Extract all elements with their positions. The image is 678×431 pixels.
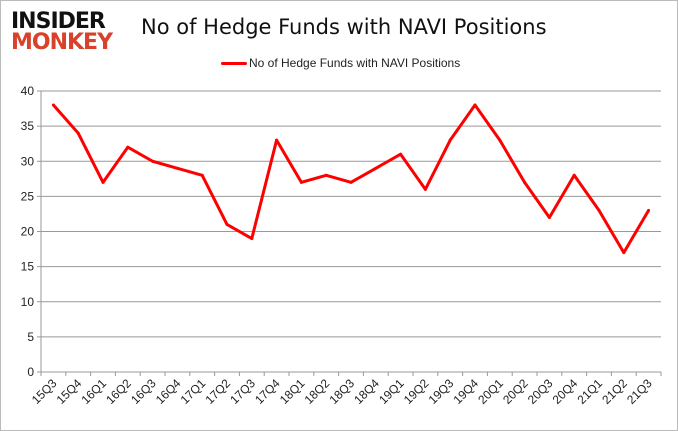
data-point bbox=[200, 173, 204, 177]
data-point bbox=[423, 187, 427, 191]
data-point bbox=[572, 173, 576, 177]
data-point bbox=[324, 173, 328, 177]
data-point bbox=[399, 152, 403, 156]
insider-monkey-logo: INSIDER MONKEY bbox=[11, 9, 113, 55]
data-point bbox=[547, 215, 551, 219]
x-tick-label: 21Q3 bbox=[624, 376, 655, 407]
x-tick-label: 17Q2 bbox=[202, 376, 233, 407]
x-tick-label: 15Q3 bbox=[29, 376, 60, 407]
data-point bbox=[473, 103, 477, 107]
x-tick-label: 21Q1 bbox=[574, 376, 605, 407]
data-point bbox=[299, 180, 303, 184]
data-point bbox=[448, 138, 452, 142]
y-tick-label: 10 bbox=[21, 295, 35, 309]
y-tick-label: 20 bbox=[21, 225, 35, 239]
data-point bbox=[101, 180, 105, 184]
x-tick-label: 16Q2 bbox=[103, 376, 134, 407]
x-tick-label: 19Q3 bbox=[426, 376, 457, 407]
data-point bbox=[622, 251, 626, 255]
logo-line2: MONKEY bbox=[11, 30, 113, 55]
legend: No of Hedge Funds with NAVI Positions bbox=[221, 56, 460, 70]
y-tick-label: 25 bbox=[21, 189, 35, 203]
data-point bbox=[349, 180, 353, 184]
data-point bbox=[51, 103, 55, 107]
x-tick-label: 15Q4 bbox=[54, 376, 85, 407]
data-point bbox=[225, 222, 229, 226]
x-tick-label: 16Q1 bbox=[78, 376, 109, 407]
x-tick-label: 17Q1 bbox=[178, 376, 209, 407]
x-tick-label: 16Q4 bbox=[153, 376, 184, 407]
x-tick-label: 20Q3 bbox=[525, 376, 556, 407]
y-tick-label: 5 bbox=[27, 330, 34, 344]
x-tick-label: 18Q1 bbox=[277, 376, 308, 407]
data-point bbox=[597, 208, 601, 212]
data-point bbox=[126, 145, 130, 149]
x-tick-label: 19Q1 bbox=[376, 376, 407, 407]
x-tick-label: 18Q2 bbox=[302, 376, 333, 407]
data-point bbox=[647, 208, 651, 212]
chart-title: No of Hedge Funds with NAVI Positions bbox=[141, 15, 547, 39]
y-tick-label: 15 bbox=[21, 260, 35, 274]
y-tick-label: 0 bbox=[27, 365, 34, 379]
x-tick-label: 21Q2 bbox=[599, 376, 630, 407]
x-tick-label: 20Q4 bbox=[550, 376, 581, 407]
x-tick-label: 20Q1 bbox=[475, 376, 506, 407]
legend-label: No of Hedge Funds with NAVI Positions bbox=[249, 56, 461, 70]
x-tick-label: 19Q2 bbox=[401, 376, 432, 407]
x-tick-label: 19Q4 bbox=[450, 376, 481, 407]
x-tick-label: 18Q3 bbox=[326, 376, 357, 407]
data-point bbox=[523, 180, 527, 184]
x-tick-label: 20Q2 bbox=[500, 376, 531, 407]
data-point bbox=[498, 138, 502, 142]
data-point bbox=[275, 138, 279, 142]
series-line bbox=[52, 103, 650, 255]
data-point bbox=[374, 166, 378, 170]
data-point bbox=[151, 159, 155, 163]
data-point bbox=[76, 131, 80, 135]
logo-line1: INSIDER bbox=[11, 9, 106, 34]
x-tick-label: 16Q3 bbox=[128, 376, 159, 407]
data-point bbox=[250, 237, 254, 241]
legend-swatch bbox=[221, 61, 247, 65]
x-tick-label: 17Q3 bbox=[227, 376, 258, 407]
x-tick-label: 18Q4 bbox=[351, 376, 382, 407]
data-point bbox=[175, 166, 179, 170]
y-tick-label: 40 bbox=[21, 84, 35, 98]
y-tick-label: 35 bbox=[21, 119, 35, 133]
y-tick-label: 30 bbox=[21, 154, 35, 168]
x-tick-label: 17Q4 bbox=[252, 376, 283, 407]
